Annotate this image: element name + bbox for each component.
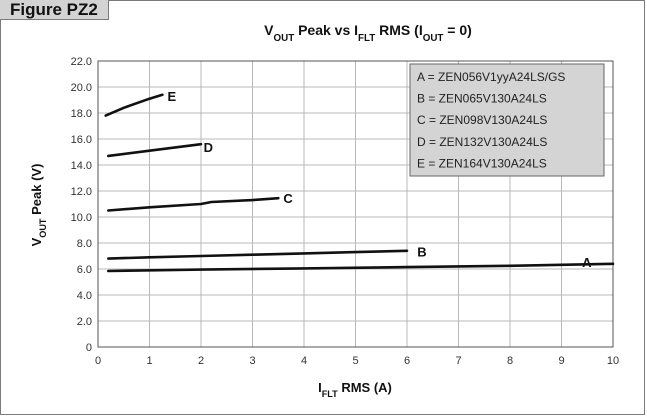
legend: A = ZEN056V1yyA24LS/GS B = ZEN065V130A24L…: [409, 63, 605, 177]
series-line-A: [107, 262, 615, 273]
y-tick-label-7: 14.0: [71, 160, 92, 172]
y-tick-label-5: 10.0: [71, 212, 92, 224]
x-tick-label-8: 8: [507, 355, 513, 367]
text-part-1: OUT: [274, 33, 295, 44]
text-part-3: FLT: [358, 33, 375, 44]
x-tick-label-0: 0: [95, 355, 101, 367]
y-tick-label-9: 18.0: [71, 108, 92, 120]
x-tick-label-5: 5: [352, 355, 358, 367]
y-tick-label-3: 6.0: [77, 264, 92, 276]
text-part-5: OUT: [423, 33, 444, 44]
text-part-4: RMS (I: [375, 22, 422, 38]
y-tick-label-11: 22.0: [71, 56, 92, 68]
y-axis-label: VOUT Peak (V): [29, 164, 48, 247]
series-line-B: [107, 249, 409, 260]
x-tick-label-1: 1: [146, 355, 152, 367]
legend-entry-4: E = ZEN164V130A24LS: [417, 156, 547, 170]
y-tick-label-6: 12.0: [71, 186, 92, 198]
x-tick-label-9: 9: [558, 355, 564, 367]
series-line-E: [104, 93, 164, 117]
y-tick-label-10: 20.0: [71, 82, 92, 94]
plot-border: [97, 60, 614, 348]
text-part-6: = 0): [443, 22, 471, 38]
y-axis-ticks: 0 2.0 4.0 6.0 8.0 10.0 12.0 14.0 16.0 18.0 20.0 22.…: [71, 56, 92, 354]
y-tick-label-0: 0: [86, 342, 92, 354]
series-label-D: D: [204, 140, 213, 155]
y-tick-label-1: 2.0: [77, 316, 92, 328]
y-tick-label-4: 8.0: [77, 238, 92, 250]
x-axis-label: IFLT RMS (A): [318, 380, 392, 399]
text-part-1: OUT: [38, 218, 48, 238]
text-part-1: FLT: [322, 389, 338, 399]
text-part-0: V: [264, 22, 274, 38]
legend-entry-1: B = ZEN065V130A24LS: [417, 92, 547, 106]
y-tick-label-2: 4.0: [77, 290, 92, 302]
legend-entry-2: C = ZEN098V130A24LS: [417, 113, 547, 127]
series-line-D: [107, 142, 203, 158]
series-lines: [104, 93, 615, 273]
x-tick-label-2: 2: [198, 355, 204, 367]
legend-box: [409, 63, 605, 177]
series-label-A: A: [582, 255, 592, 270]
x-tick-label-6: 6: [404, 355, 410, 367]
x-tick-label-4: 4: [301, 355, 307, 367]
legend-entry-3: D = ZEN132V130A24LS: [417, 135, 547, 149]
text-part-2: Peak (V): [29, 164, 44, 219]
x-axis-ticks: 0 1 2 3 4 5 6 7 8 9 10: [95, 355, 619, 367]
chart-title: VOUT Peak vs IFLT RMS (IOUT = 0): [264, 22, 472, 44]
x-tick-label-3: 3: [249, 355, 255, 367]
figure-label: Figure PZ2: [0, 0, 109, 20]
series-labels: A B C D E: [168, 89, 593, 270]
series-label-B: B: [417, 244, 426, 259]
text-part-0: V: [29, 237, 44, 246]
text-part-2: RMS (A): [338, 380, 392, 395]
x-tick-label-10: 10: [607, 355, 619, 367]
text-part-0: I: [318, 380, 322, 395]
text-part-2: Peak vs I: [294, 22, 358, 38]
y-tick-label-8: 16.0: [71, 134, 92, 146]
series-label-C: C: [283, 191, 293, 206]
legend-entry-0: A = ZEN056V1yyA24LS/GS: [417, 70, 565, 84]
series-line-C: [107, 196, 280, 212]
x-tick-label-7: 7: [455, 355, 461, 367]
series-label-E: E: [168, 89, 177, 104]
